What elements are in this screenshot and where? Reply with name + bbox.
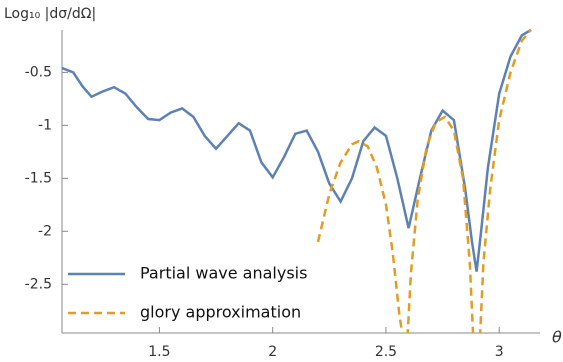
x-tick-label: 1.5 <box>148 344 170 360</box>
x-axis-label: θ <box>552 328 562 347</box>
x-tick-label: 3 <box>495 344 504 360</box>
series-line <box>316 29 532 333</box>
legend-label: glory approximation <box>140 303 301 322</box>
y-tick-label: -0.5 <box>25 64 52 80</box>
y-tick-label: -2 <box>38 223 52 239</box>
y-axis-label: Log₁₀ |dσ/dΩ| <box>4 6 96 22</box>
y-tick-label: -2.5 <box>25 276 52 292</box>
x-tick-label: 2.5 <box>375 344 397 360</box>
series-line <box>62 28 532 272</box>
y-tick-label: -1 <box>38 117 52 133</box>
y-tick-label: -1.5 <box>25 170 52 186</box>
x-tick-label: 2 <box>268 344 277 360</box>
legend-label: Partial wave analysis <box>140 264 307 283</box>
